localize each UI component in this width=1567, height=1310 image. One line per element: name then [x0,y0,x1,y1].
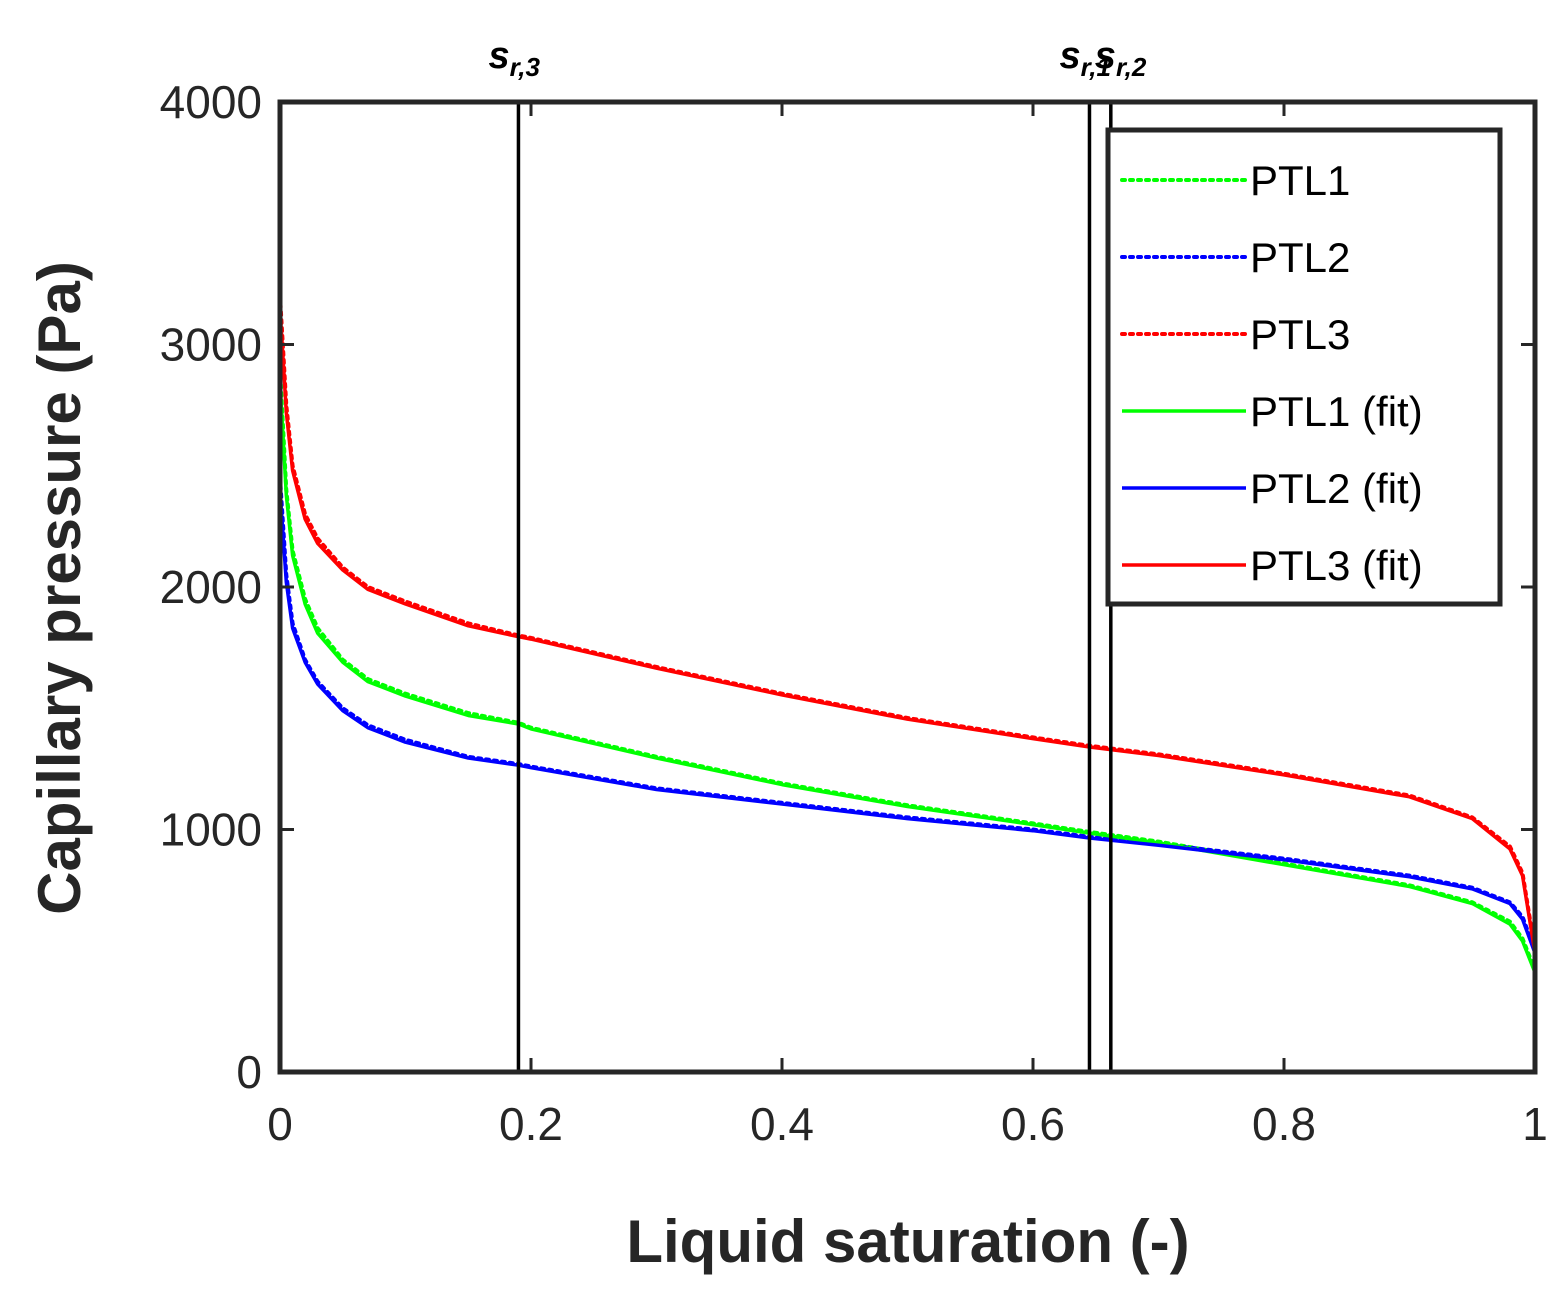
x-tick-label: 0 [267,1098,293,1150]
x-tick-label: 0.6 [1001,1098,1065,1150]
x-tick-label: 1 [1522,1098,1548,1150]
y-tick-label: 0 [236,1046,262,1098]
legend-label: PTL3 [1250,311,1350,358]
legend-label: PTL3 (fit) [1250,542,1423,589]
legend-box [1105,127,1503,607]
y-axis-label: Capillary pressure (Pa) [26,261,93,915]
legend-label: PTL2 [1250,234,1350,281]
series-line-ptl1-fit [278,380,1537,974]
y-tick-label: 2000 [160,561,262,613]
x-tick-label: 0.4 [750,1098,814,1150]
axes: 0 0.2 0.4 0.6 0.8 1 0 1000 2000 3000 4000 [160,76,1548,1150]
vertical-line-label-r-3: sr,3 [488,35,540,82]
y-tick-label: 4000 [160,76,262,128]
x-axis-label: Liquid saturation (-) [626,1208,1189,1275]
series-line-ptl3-fit [278,307,1537,954]
x-tick-label: 0.8 [1252,1098,1316,1150]
vertical-line-label-r-1: sr,1 [1059,35,1111,82]
y-tick-label: 1000 [160,804,262,856]
x-tick-label: 0.2 [499,1098,563,1150]
legend: PTL1 PTL2 PTL3 PTL1 (fit) PTL2 (fit) PTL3 (fi… [1105,127,1503,607]
y-tick-label: 3000 [160,319,262,371]
plot-area [278,294,1537,974]
legend-label: PTL2 (fit) [1250,465,1423,512]
legend-label: PTL1 [1250,157,1350,204]
vertical-line-label-r-2: sr,2 [1095,35,1147,82]
series-line-ptl2-fit [278,489,1537,954]
legend-label: PTL1 (fit) [1250,388,1423,435]
